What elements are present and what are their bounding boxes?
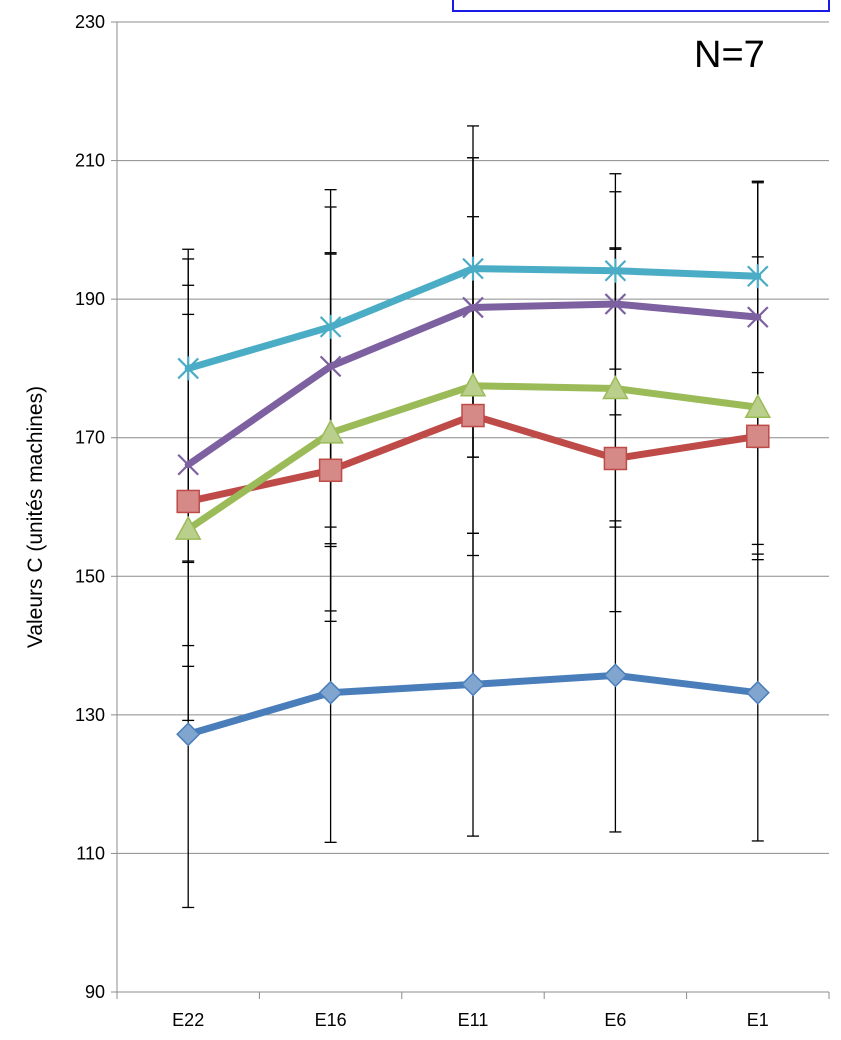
x-tick-label: E11: [458, 1010, 489, 1030]
y-tick-label: 110: [76, 843, 105, 863]
y-tick-label: 170: [75, 428, 105, 448]
data-point: [462, 256, 484, 281]
data-point: [747, 264, 769, 289]
y-tick-label: 150: [75, 566, 105, 586]
data-point: [177, 453, 199, 476]
data-point: [602, 374, 629, 400]
data-point: [177, 356, 199, 381]
y-tick-label: 90: [85, 982, 105, 1002]
data-point: [176, 489, 200, 514]
data-point: [747, 306, 769, 328]
data-point: [318, 458, 343, 483]
y-tick-label: 190: [75, 289, 105, 309]
y-tick-label: 210: [75, 151, 105, 171]
y-tick-label: 130: [75, 705, 105, 725]
sample-size-annotation: N=7: [694, 34, 765, 76]
tick-labels: 90 110 130 150 170 190 210 230 E22 E16 E11 E6 E1: [75, 12, 769, 1030]
data-point: [318, 680, 343, 705]
data-point: [603, 446, 628, 471]
y-tick-label: 230: [75, 12, 105, 32]
data-point: [461, 403, 485, 428]
legend-box: [452, 0, 830, 12]
data-point: [604, 293, 627, 315]
data-point: [462, 296, 484, 319]
data-point: [319, 314, 342, 339]
error-bars: [182, 125, 764, 909]
series-markers: [174, 256, 772, 747]
axes: [111, 21, 830, 999]
data-point: [460, 672, 486, 697]
x-tick-label: E16: [315, 1010, 347, 1030]
x-tick-label: E22: [172, 1010, 204, 1030]
x-tick-label: E6: [604, 1010, 626, 1030]
data-point: [176, 722, 201, 747]
data-point: [317, 419, 344, 444]
y-axis-label: Valeurs C (unités machines): [24, 386, 47, 648]
data-point: [603, 663, 628, 688]
x-tick-label: E1: [747, 1010, 769, 1030]
data-point: [746, 424, 770, 449]
data-point: [604, 258, 627, 283]
data-point: [744, 393, 772, 418]
data-point: [459, 372, 487, 397]
data-point: [745, 680, 770, 705]
data-point: [319, 355, 342, 378]
data-point: [174, 515, 202, 540]
